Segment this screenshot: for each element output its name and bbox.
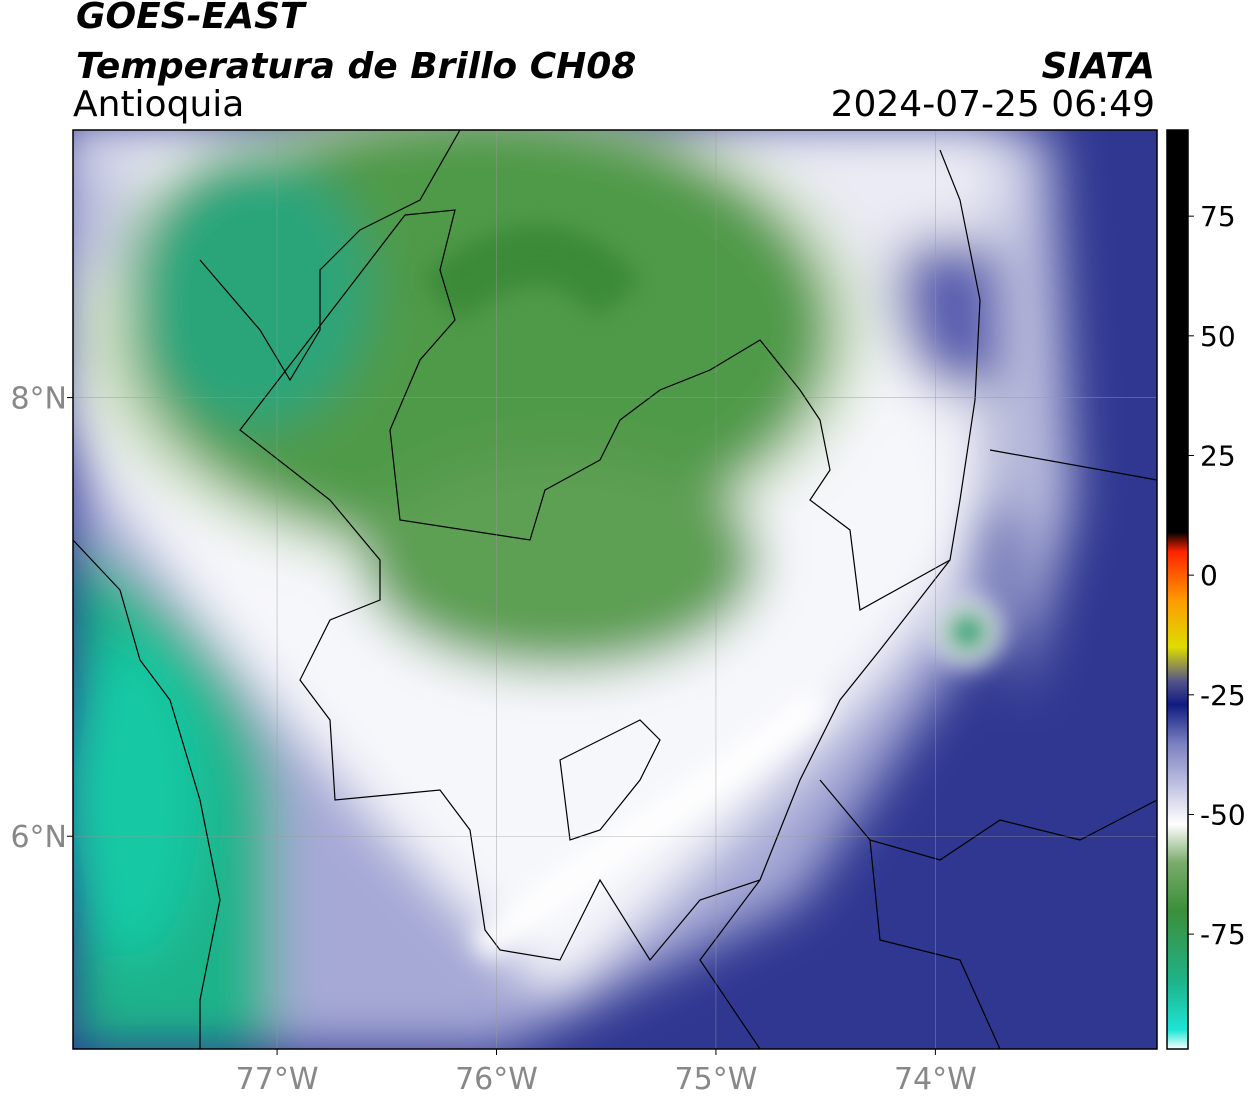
colorbar-segment (1167, 824, 1188, 863)
x-tick-label: 74°W (894, 1062, 977, 1097)
region: Antioquia (73, 84, 244, 125)
colorbar-tick-label: -75 (1200, 918, 1246, 951)
y-tick-label: 6°N (10, 820, 67, 855)
colorbar-segment (1167, 790, 1188, 825)
colorbar-segment (1167, 1029, 1188, 1050)
map-frame (72, 129, 1158, 1050)
colorbar-segment (1167, 704, 1188, 744)
grid: 77°W 76°W 75°W 74°W 6°N 8°N (10, 130, 1157, 1097)
colorbar-segment (1167, 910, 1188, 983)
title: GOES-EAST (76, 0, 307, 37)
subtitle: Temperatura de Brillo CH08 (76, 46, 636, 87)
colorbar-tick-label: -25 (1200, 679, 1246, 712)
satellite-image (73, 130, 1157, 1049)
colorbar: -75 -50 -25 0 25 50 75 (1167, 130, 1246, 1050)
x-tick-label: 77°W (236, 1062, 319, 1097)
y-tick-label: 8°N (10, 382, 67, 417)
colorbar-segment (1167, 862, 1188, 911)
colorbar-segment (1167, 599, 1188, 648)
colorbar-tick-label: 50 (1200, 320, 1236, 353)
colorbar-segment (1167, 551, 1188, 600)
colorbar-tick-label: -50 (1200, 798, 1246, 831)
colorbar-frame (1166, 129, 1189, 1050)
x-tick-label: 76°W (455, 1062, 538, 1097)
colorbar-segment (1167, 680, 1188, 705)
colorbar-segment (1167, 646, 1188, 681)
colorbar-tick-label: 75 (1200, 200, 1236, 233)
colorbar-segment (1167, 130, 1188, 533)
source: SIATA (1042, 46, 1155, 87)
colorbar-segment (1167, 532, 1188, 552)
timestamp: 2024-07-25 06:49 (831, 84, 1155, 125)
colorbar-segment (1167, 981, 1188, 1031)
x-tick-label: 75°W (675, 1062, 758, 1097)
colorbar-tick-label: 0 (1200, 559, 1218, 592)
colorbar-segment (1167, 742, 1188, 792)
colorbar-tick-label: 25 (1200, 439, 1236, 472)
